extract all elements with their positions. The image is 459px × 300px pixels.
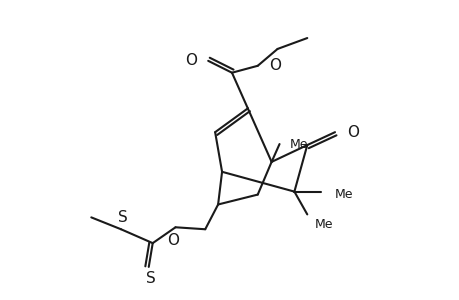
Text: S: S (118, 210, 128, 225)
Text: Me: Me (334, 188, 353, 201)
Text: O: O (268, 58, 280, 73)
Text: Me: Me (314, 218, 333, 231)
Text: O: O (185, 53, 197, 68)
Text: O: O (167, 233, 179, 248)
Text: O: O (346, 125, 358, 140)
Text: S: S (146, 271, 155, 286)
Text: Me: Me (289, 138, 307, 151)
